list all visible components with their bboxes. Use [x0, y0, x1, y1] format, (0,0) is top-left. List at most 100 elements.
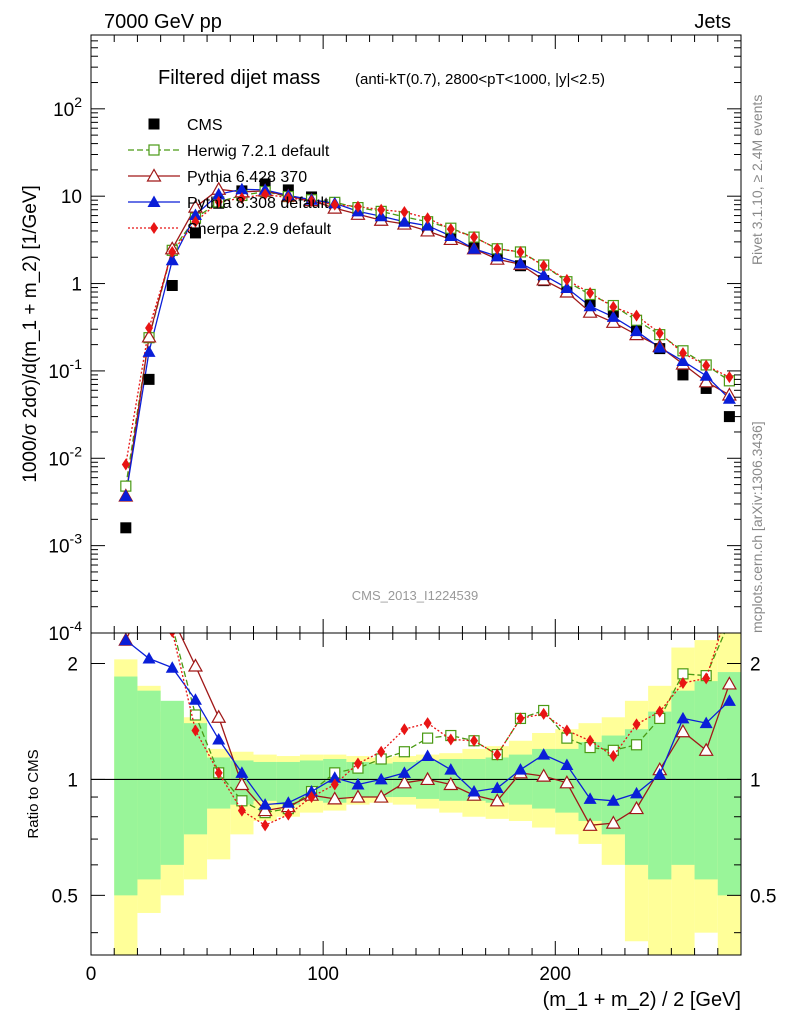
ratio-point — [725, 599, 733, 611]
data-point — [214, 195, 223, 208]
data-point — [467, 242, 481, 254]
y-tick-label: 10-2 — [48, 443, 82, 470]
ratio-point — [373, 789, 389, 803]
ratio-point — [605, 815, 621, 829]
ratio-point — [423, 717, 432, 730]
ratio-point — [211, 709, 227, 723]
data-point — [630, 324, 644, 337]
data-point — [677, 369, 689, 381]
ratio-point — [421, 749, 435, 762]
data-point — [353, 200, 362, 213]
ratio-series-pythia-8-308-default — [119, 633, 736, 810]
x-axis-label: (m_1 + m_2) / 2 [GeV] — [543, 989, 741, 1011]
data-point — [307, 195, 316, 208]
green-band-bin — [160, 700, 184, 865]
ratio-y-tick-label-right: 0.5 — [750, 886, 776, 907]
ratio-point — [398, 746, 410, 758]
legend-entry-pythia-8-308-default: Pythia 8.308 default — [128, 195, 329, 212]
ratio-point — [675, 724, 691, 738]
main-y-axis-label: 1000/σ 2dσ)/d(m_1 + m_2) [1/GeV] — [20, 185, 41, 483]
series-line-herwig-7-2-1-default — [125, 190, 730, 487]
ratio-point — [167, 621, 177, 631]
ratio-point — [699, 716, 713, 729]
ratio-y-axis-label: Ratio to CMS — [25, 749, 42, 838]
ratio-point — [678, 676, 687, 689]
legend-marker — [148, 144, 160, 156]
ratio-point — [722, 694, 736, 706]
ratio-series-sherpa-2-2-9-default — [169, 599, 733, 832]
ratio-point — [582, 817, 598, 831]
data-point — [142, 345, 156, 357]
green-band-bin — [253, 761, 277, 801]
ratio-point — [470, 734, 479, 747]
data-point — [582, 304, 598, 318]
data-point — [191, 215, 200, 228]
x-tick-label: 200 — [539, 964, 571, 985]
ratio-point — [188, 693, 202, 705]
data-point — [653, 341, 667, 353]
ratio-point — [537, 748, 551, 760]
ratio-point — [191, 724, 200, 737]
rivet-version-label: Rivet 3.1.10, ≥ 2.4M events — [749, 95, 765, 265]
ratio-point — [121, 591, 131, 601]
ratio-point — [350, 789, 366, 803]
green-band-bin — [276, 761, 300, 805]
ratio-point — [327, 791, 343, 805]
ratio-y-tick-label-right: 2 — [750, 654, 761, 675]
y-tick-label: 10-3 — [48, 531, 82, 558]
ratio-point — [489, 793, 505, 807]
header-left: 7000 GeV pp — [104, 11, 222, 33]
plot-subtitle: (anti-kT(0.7), 2800<pT<1000, |y|<2.5) — [355, 71, 605, 88]
ratio-point — [490, 781, 504, 793]
data-point — [516, 245, 525, 258]
data-point — [212, 187, 226, 200]
data-point — [513, 256, 527, 269]
legend-marker — [150, 222, 158, 234]
ratio-point — [257, 802, 273, 817]
legend-entry-herwig-7-2-1-default: Herwig 7.2.1 default — [128, 143, 330, 160]
data-point — [400, 205, 409, 218]
legend-label: Sherpa 2.2.9 default — [187, 221, 332, 238]
ratio-point — [632, 718, 641, 731]
data-point — [490, 249, 504, 262]
data-point — [609, 300, 618, 313]
green-band-bin — [183, 723, 208, 835]
ratio-point — [653, 767, 667, 780]
data-point — [702, 359, 711, 372]
data-point — [235, 182, 249, 195]
ratio-point — [353, 757, 362, 770]
legend-marker — [146, 168, 162, 182]
data-point — [723, 411, 735, 423]
data-point — [725, 371, 734, 384]
ratio-y-tick-label: 2 — [67, 654, 78, 675]
ratio-point — [493, 748, 502, 761]
y-tick-label: 10-1 — [48, 356, 82, 383]
ratio-point — [583, 792, 597, 804]
analysis-watermark: CMS_2013_I1224539 — [352, 588, 479, 603]
data-point — [188, 208, 202, 220]
ratio-point — [721, 676, 737, 690]
ratio-point — [422, 732, 434, 744]
data-point — [446, 223, 455, 236]
data-point — [237, 192, 246, 205]
ratio-point — [586, 734, 595, 747]
green-band-bin — [578, 742, 602, 821]
green-band-bin — [648, 711, 672, 880]
ratio-point — [169, 633, 176, 638]
data-point — [397, 215, 411, 227]
data-point — [722, 392, 736, 404]
legend-label: Pythia 6.428 370 — [187, 169, 307, 186]
legend-label: Pythia 8.308 default — [187, 195, 329, 212]
ratio-point — [536, 768, 552, 782]
ratio-point — [400, 723, 409, 736]
data-point — [377, 203, 386, 216]
green-band-bin — [114, 676, 138, 896]
ratio-point — [516, 712, 525, 725]
data-point — [655, 327, 664, 340]
ratio-point — [165, 661, 179, 673]
green-band-bin — [485, 757, 509, 803]
data-point — [539, 259, 548, 272]
data-point — [493, 242, 502, 255]
ratio-point — [237, 804, 246, 817]
data-point — [676, 354, 690, 366]
